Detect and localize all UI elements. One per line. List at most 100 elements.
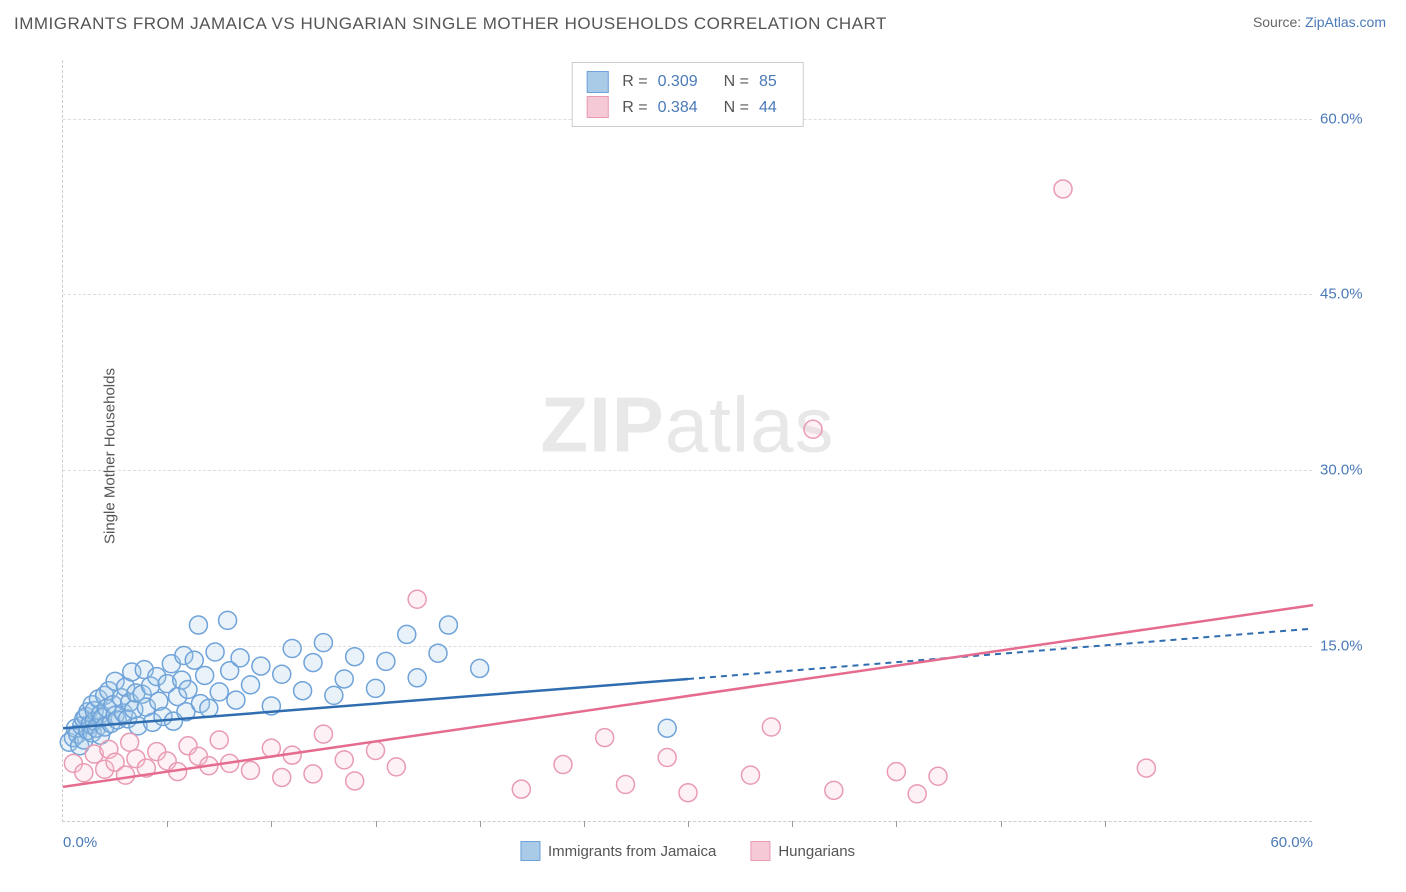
data-point[interactable] [335, 751, 353, 769]
data-point[interactable] [273, 768, 291, 786]
legend-n-value: 44 [759, 95, 777, 121]
data-point[interactable] [471, 659, 489, 677]
data-point[interactable] [294, 682, 312, 700]
data-point[interactable] [227, 691, 245, 709]
series-legend: Immigrants from Jamaica Hungarians [520, 841, 855, 861]
legend-swatch [586, 96, 608, 118]
data-point[interactable] [283, 639, 301, 657]
x-tick-mark [271, 821, 272, 827]
x-tick-mark [792, 821, 793, 827]
legend-label: Hungarians [778, 843, 855, 860]
data-point[interactable] [1054, 180, 1072, 198]
data-point[interactable] [325, 686, 343, 704]
y-tick-label: 15.0% [1320, 638, 1390, 655]
data-point[interactable] [273, 665, 291, 683]
data-point[interactable] [1137, 759, 1155, 777]
data-point[interactable] [185, 651, 203, 669]
data-point[interactable] [314, 634, 332, 652]
x-tick-label: 0.0% [63, 834, 97, 851]
data-point[interactable] [742, 766, 760, 784]
data-point[interactable] [408, 590, 426, 608]
x-tick-mark [1001, 821, 1002, 827]
legend-item[interactable]: Immigrants from Jamaica [520, 841, 716, 861]
data-point[interactable] [596, 729, 614, 747]
data-point[interactable] [367, 679, 385, 697]
data-point[interactable] [377, 652, 395, 670]
plot-area: ZIPatlas 15.0%30.0%45.0%60.0% R =0.309N … [62, 60, 1312, 822]
data-point[interactable] [210, 683, 228, 701]
legend-item[interactable]: Hungarians [750, 841, 855, 861]
x-tick-mark [376, 821, 377, 827]
data-point[interactable] [121, 733, 139, 751]
legend-n-value: 85 [759, 69, 777, 95]
data-point[interactable] [398, 625, 416, 643]
data-point[interactable] [929, 767, 947, 785]
data-point[interactable] [617, 775, 635, 793]
source-attribution: Source: ZipAtlas.com [1253, 14, 1386, 30]
data-point[interactable] [179, 681, 197, 699]
trend-line [63, 605, 1313, 787]
data-point[interactable] [304, 654, 322, 672]
data-point[interactable] [335, 670, 353, 688]
chart-container: Single Mother Households ZIPatlas 15.0%3… [14, 40, 1400, 872]
correlation-legend: R = 0.309 N = 85 R = 0.384 N = 44 [571, 62, 804, 127]
data-point[interactable] [408, 669, 426, 687]
source-label: Source: [1253, 14, 1301, 30]
legend-n-key: N = [724, 95, 749, 121]
data-point[interactable] [304, 765, 322, 783]
x-tick-mark [167, 821, 168, 827]
data-point[interactable] [231, 649, 249, 667]
x-tick-mark [1105, 821, 1106, 827]
legend-r-key: R = [622, 95, 647, 121]
legend-row: R = 0.309 N = 85 [586, 69, 789, 95]
data-point[interactable] [219, 611, 237, 629]
legend-r-key: R = [622, 69, 647, 95]
data-point[interactable] [554, 756, 572, 774]
data-point[interactable] [117, 766, 135, 784]
data-point[interactable] [210, 731, 228, 749]
legend-label: Immigrants from Jamaica [548, 843, 716, 860]
data-point[interactable] [242, 761, 260, 779]
data-point[interactable] [887, 763, 905, 781]
data-point[interactable] [314, 725, 332, 743]
data-point[interactable] [908, 785, 926, 803]
trend-line-extrapolated [688, 629, 1313, 679]
source-link[interactable]: ZipAtlas.com [1305, 14, 1386, 30]
data-point[interactable] [346, 772, 364, 790]
data-point[interactable] [346, 648, 364, 666]
y-tick-label: 45.0% [1320, 286, 1390, 303]
data-point[interactable] [825, 781, 843, 799]
legend-swatch [520, 841, 540, 861]
scatter-svg [63, 60, 1312, 821]
x-tick-mark [480, 821, 481, 827]
data-point[interactable] [196, 666, 214, 684]
chart-title: IMMIGRANTS FROM JAMAICA VS HUNGARIAN SIN… [14, 14, 887, 34]
data-point[interactable] [658, 719, 676, 737]
data-point[interactable] [189, 616, 207, 634]
legend-row: R = 0.384 N = 44 [586, 95, 789, 121]
data-point[interactable] [512, 780, 530, 798]
data-point[interactable] [242, 676, 260, 694]
x-tick-mark [584, 821, 585, 827]
y-tick-label: 30.0% [1320, 462, 1390, 479]
data-point[interactable] [439, 616, 457, 634]
x-tick-mark [688, 821, 689, 827]
x-tick-mark [896, 821, 897, 827]
data-point[interactable] [252, 657, 270, 675]
x-tick-label: 60.0% [1270, 834, 1313, 851]
legend-n-key: N = [724, 69, 749, 95]
data-point[interactable] [206, 643, 224, 661]
data-point[interactable] [387, 758, 405, 776]
data-point[interactable] [367, 741, 385, 759]
data-point[interactable] [804, 420, 822, 438]
data-point[interactable] [658, 749, 676, 767]
data-point[interactable] [762, 718, 780, 736]
data-point[interactable] [679, 784, 697, 802]
legend-r-value: 0.384 [658, 95, 698, 121]
data-point[interactable] [429, 644, 447, 662]
legend-swatch [586, 71, 608, 93]
legend-r-value: 0.309 [658, 69, 698, 95]
data-point[interactable] [75, 764, 93, 782]
legend-swatch [750, 841, 770, 861]
data-point[interactable] [200, 699, 218, 717]
